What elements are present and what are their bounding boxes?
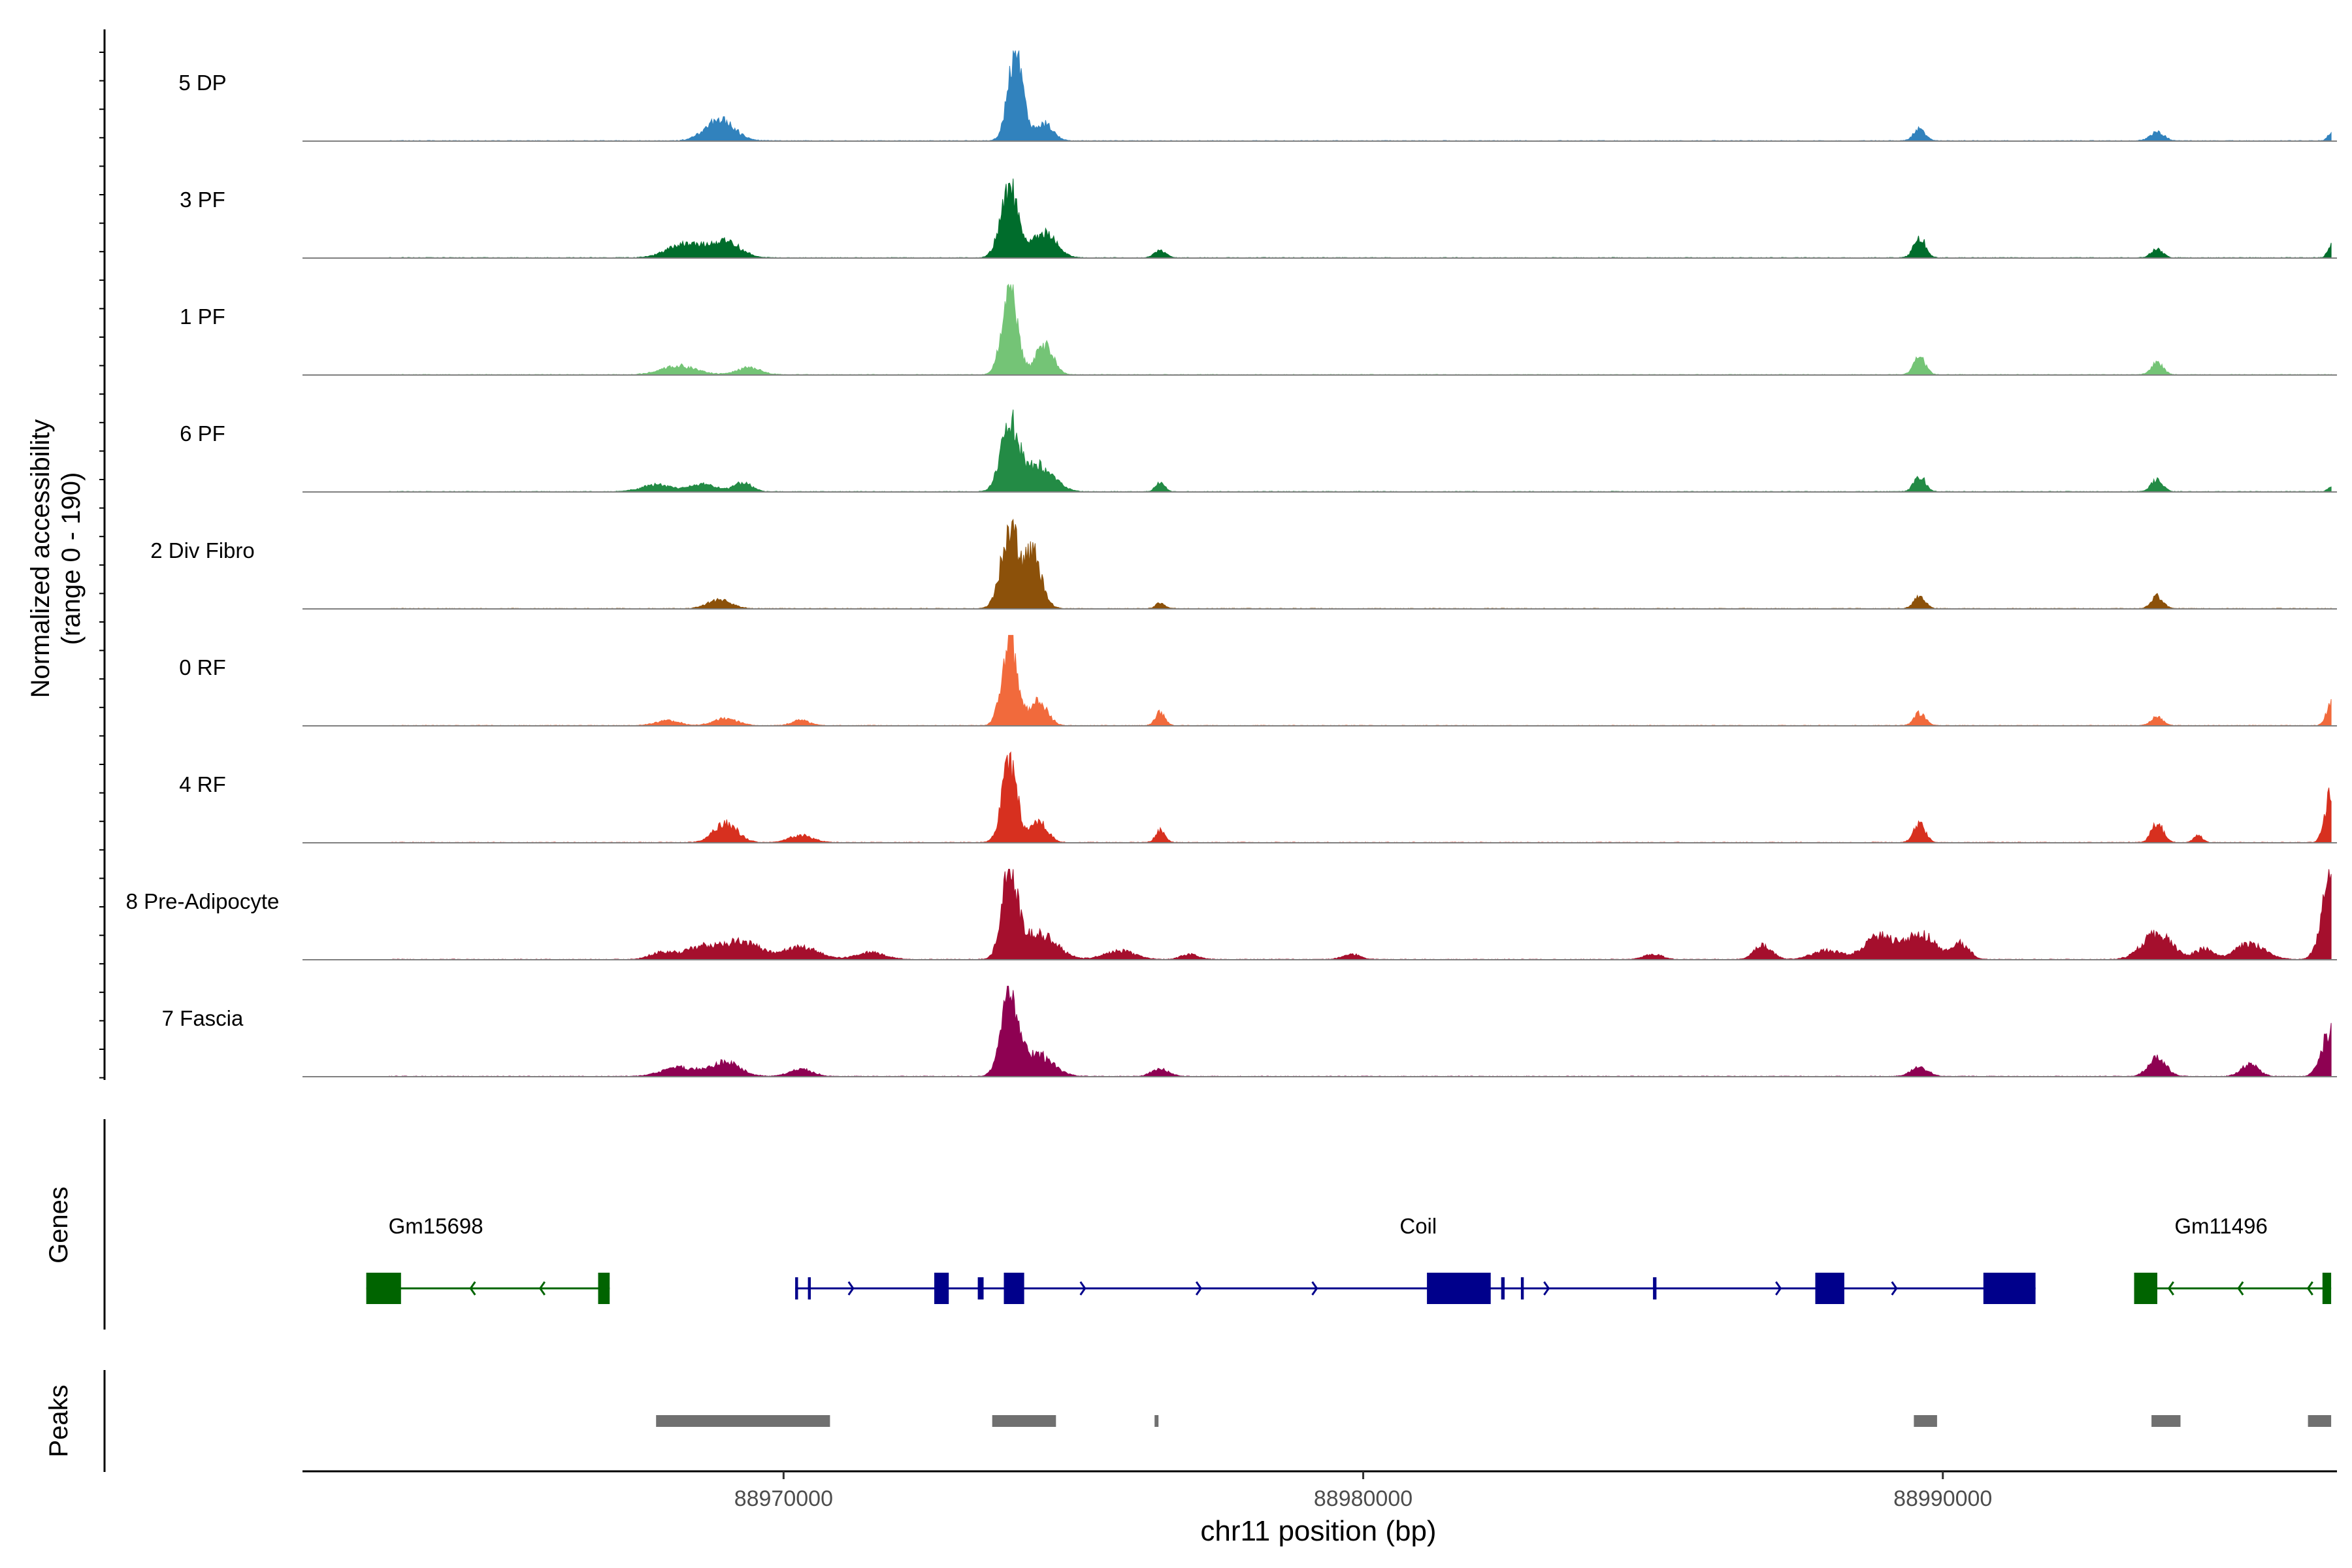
- gene-name-label: Gm11496: [2174, 1214, 2267, 1238]
- peak-region: [992, 1415, 1056, 1427]
- strand-arrow: [1079, 1281, 1086, 1296]
- gene-coil: Coil: [795, 1214, 2036, 1304]
- coverage-area: [389, 178, 2332, 259]
- gene-exon: [1501, 1277, 1505, 1299]
- gene-exon: [1653, 1277, 1657, 1299]
- peak-region: [656, 1415, 830, 1427]
- gene-exon: [1427, 1273, 1491, 1304]
- strand-arrow: [2237, 1281, 2244, 1296]
- x-tick-label: 88970000: [734, 1486, 833, 1511]
- gene-exon: [1983, 1273, 2036, 1304]
- strand-arrow: [1195, 1281, 1202, 1296]
- peaks-panel-label: Peaks: [44, 1384, 73, 1457]
- gene-name-label: Coil: [1399, 1214, 1437, 1238]
- peak-region: [1154, 1415, 1159, 1427]
- coverage-tracks: 5 DP 3 PF 1 PF 6 PF 2 Div Fibro 0 RF 4 RF 8 Pre…: [126, 50, 2337, 1077]
- gene-gm15698: Gm15698: [366, 1214, 610, 1304]
- peak-region: [2308, 1415, 2332, 1427]
- gene-exon: [977, 1277, 984, 1299]
- track-3-pf: 3 PF: [180, 178, 2337, 259]
- gene-exon: [366, 1273, 401, 1304]
- coverage-area: [389, 868, 2332, 960]
- strand-arrow: [1311, 1281, 1318, 1296]
- track-8-pre-adipocyte: 8 Pre-Adipocyte: [126, 868, 2337, 960]
- gene-exon: [1520, 1277, 1524, 1299]
- track-1-pf: 1 PF: [180, 284, 2337, 376]
- genes-panel-label: Genes: [44, 1186, 73, 1264]
- track-label: 8 Pre-Adipocyte: [126, 889, 280, 913]
- gene-exon: [808, 1277, 811, 1299]
- y-axis-label-line2: (range 0 - 190): [57, 472, 86, 645]
- gene-annotation-track: Gm15698 Coil Gm11496: [366, 1214, 2332, 1304]
- gene-exon: [1815, 1273, 1844, 1304]
- track-label: 6 PF: [180, 421, 225, 446]
- x-axis-title: chr11 position (bp): [1200, 1515, 1436, 1547]
- track-5-dp: 5 DP: [178, 50, 2337, 142]
- track-2-div-fibro: 2 Div Fibro: [150, 518, 2337, 610]
- track-4-rf: 4 RF: [179, 751, 2337, 843]
- x-tick-label: 88990000: [1893, 1486, 1992, 1511]
- strand-arrow: [2306, 1281, 2313, 1296]
- x-tick-label: 88980000: [1314, 1486, 1413, 1511]
- strand-arrow: [538, 1281, 546, 1296]
- coverage-area: [389, 518, 2332, 610]
- track-label: 0 RF: [179, 655, 226, 679]
- strand-arrow: [1775, 1281, 1782, 1296]
- gene-exon: [1004, 1273, 1024, 1304]
- gene-exon: [795, 1277, 798, 1299]
- coverage-area: [389, 634, 2332, 727]
- accessibility-y-axis: [99, 29, 106, 1080]
- track-label: 3 PF: [180, 188, 225, 212]
- gene-exon: [2322, 1273, 2332, 1304]
- coverage-area: [389, 751, 2332, 843]
- strand-arrow: [847, 1281, 855, 1296]
- gene-exon: [934, 1273, 949, 1304]
- track-label: 2 Div Fibro: [150, 538, 255, 563]
- coverage-area: [389, 50, 2332, 142]
- gene-exon: [598, 1273, 610, 1304]
- strand-arrow: [469, 1281, 476, 1296]
- track-label: 1 PF: [180, 304, 225, 329]
- track-0-rf: 0 RF: [179, 634, 2337, 727]
- track-label: 7 Fascia: [162, 1006, 244, 1030]
- peak-region: [2151, 1415, 2181, 1427]
- y-axis-label-line1: Normalized accessibility: [26, 419, 55, 698]
- track-label: 4 RF: [179, 772, 226, 796]
- track-7-fascia: 7 Fascia: [162, 985, 2337, 1077]
- strand-arrow: [1891, 1281, 1898, 1296]
- strand-arrow: [1543, 1281, 1550, 1296]
- strand-arrow: [2167, 1281, 2174, 1296]
- x-axis-ticks: 88970000 88980000 88990000: [734, 1471, 1992, 1511]
- peak-region: [1914, 1415, 1937, 1427]
- gene-gm11496: Gm11496: [2134, 1214, 2332, 1304]
- peak-regions-track: [656, 1415, 2332, 1427]
- gene-name-label: Gm15698: [389, 1214, 483, 1238]
- coverage-area: [389, 985, 2332, 1077]
- coverage-area: [389, 284, 2332, 376]
- gene-exon: [2134, 1273, 2157, 1304]
- track-label: 5 DP: [178, 71, 226, 95]
- track-6-pf: 6 PF: [180, 409, 2337, 493]
- coverage-area: [389, 409, 2332, 493]
